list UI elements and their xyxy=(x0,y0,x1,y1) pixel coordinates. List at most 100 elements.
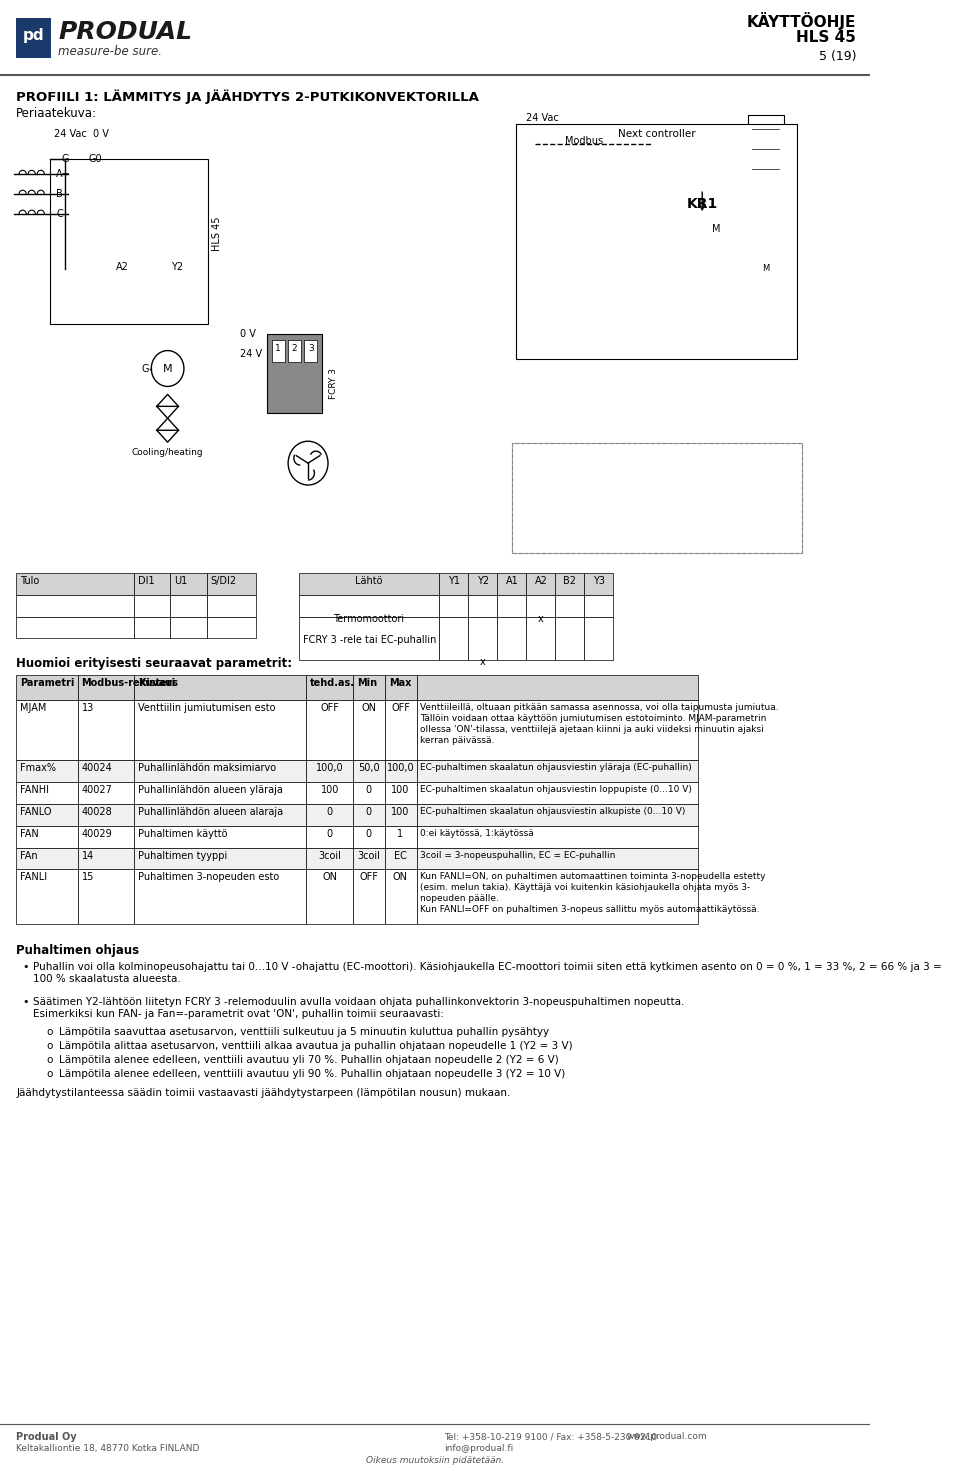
Text: o: o xyxy=(47,1069,53,1079)
Text: pd: pd xyxy=(23,28,44,44)
Text: measure-be sure.: measure-be sure. xyxy=(58,45,162,59)
Text: Produal Oy: Produal Oy xyxy=(16,1432,77,1443)
Text: Y2: Y2 xyxy=(477,576,489,585)
Text: Y1: Y1 xyxy=(448,576,460,585)
Bar xyxy=(16,573,134,595)
Text: Puhallin voi olla kolminopeusohajattu tai 0...10 V -ohajattu (EC-moottori). Käsi: Puhallin voi olla kolminopeusohajattu ta… xyxy=(33,962,942,984)
Text: 100: 100 xyxy=(321,784,339,795)
Text: Puhaltimen käyttö: Puhaltimen käyttö xyxy=(137,828,228,839)
Bar xyxy=(306,759,353,781)
Bar xyxy=(353,781,385,803)
Text: A2: A2 xyxy=(116,262,129,271)
Text: 1: 1 xyxy=(276,343,281,353)
Bar xyxy=(585,617,613,660)
Text: info@produal.fi: info@produal.fi xyxy=(444,1444,514,1453)
Text: 40028: 40028 xyxy=(82,806,112,817)
Bar xyxy=(385,825,417,847)
Text: ollessa 'ON'-tilassa, venttiilejä ajetaan kiinni ja auki viideksi minuutin ajaks: ollessa 'ON'-tilassa, venttiilejä ajetaa… xyxy=(420,726,764,734)
Text: Venttiileillä, oltuaan pitkään samassa asennossa, voi olla taipumusta jumiutua.: Venttiileillä, oltuaan pitkään samassa a… xyxy=(420,704,780,712)
Bar xyxy=(417,869,698,924)
Bar xyxy=(170,573,206,595)
Text: Tel: +358-10-219 9100 / Fax: +358-5-230 9210: Tel: +358-10-219 9100 / Fax: +358-5-230 … xyxy=(444,1432,657,1441)
Text: 0: 0 xyxy=(326,806,333,817)
Bar xyxy=(78,759,134,781)
Bar xyxy=(385,701,417,759)
Text: o: o xyxy=(47,1054,53,1064)
Bar xyxy=(385,847,417,869)
Text: Puhallinlähdön alueen yläraja: Puhallinlähdön alueen yläraja xyxy=(137,784,282,795)
Bar xyxy=(468,573,497,595)
Bar xyxy=(585,573,613,595)
Text: 5 (19): 5 (19) xyxy=(819,50,856,63)
Bar xyxy=(440,595,468,617)
Bar xyxy=(353,759,385,781)
Bar xyxy=(385,781,417,803)
Text: G: G xyxy=(141,364,149,374)
Bar xyxy=(417,701,698,759)
Text: o: o xyxy=(47,1041,53,1051)
Text: 3coil = 3-nopeuspuhallin, EC = EC-puhallin: 3coil = 3-nopeuspuhallin, EC = EC-puhall… xyxy=(420,850,615,859)
Text: Puhaltimen ohjaus: Puhaltimen ohjaus xyxy=(16,944,139,957)
Bar xyxy=(497,617,526,660)
Text: Huomioi erityisesti seuraavat parametrit:: Huomioi erityisesti seuraavat parametrit… xyxy=(16,657,293,670)
Text: 0: 0 xyxy=(366,828,372,839)
Text: Y2: Y2 xyxy=(171,262,182,271)
Bar xyxy=(16,18,51,57)
Text: 3coil: 3coil xyxy=(357,850,380,861)
Text: Termomoottori: Termomoottori xyxy=(333,613,404,623)
Bar xyxy=(353,676,385,701)
Bar xyxy=(170,595,206,617)
Text: A1: A1 xyxy=(506,576,518,585)
Text: OFF: OFF xyxy=(321,704,339,712)
Text: Modbus: Modbus xyxy=(565,136,604,147)
Bar xyxy=(353,869,385,924)
Bar xyxy=(306,869,353,924)
Text: PRODUAL: PRODUAL xyxy=(58,21,192,44)
Bar xyxy=(512,443,802,553)
Bar xyxy=(16,759,78,781)
Bar xyxy=(134,595,170,617)
Text: Kun FANLI=ON, on puhaltimen automaattinen toiminta 3-nopeudella estetty: Kun FANLI=ON, on puhaltimen automaattine… xyxy=(420,872,766,881)
Text: 0:ei käytössä, 1:käytössä: 0:ei käytössä, 1:käytössä xyxy=(420,828,534,837)
Text: G: G xyxy=(61,154,69,164)
Bar xyxy=(440,617,468,660)
Text: PROFIILI 1: LÄMMITYS JA JÄÄHDYTYS 2-PUTKIKONVEKTORILLA: PROFIILI 1: LÄMMITYS JA JÄÄHDYTYS 2-PUTK… xyxy=(16,89,479,104)
Bar xyxy=(417,759,698,781)
Bar xyxy=(657,189,748,254)
Text: EC-puhaltimen skaalatun ohjausviestin alkupiste (0...10 V): EC-puhaltimen skaalatun ohjausviestin al… xyxy=(420,806,685,815)
Text: Oikeus muutoksiin pidätetään.: Oikeus muutoksiin pidätetään. xyxy=(366,1456,504,1465)
Text: 0: 0 xyxy=(366,784,372,795)
Text: OFF: OFF xyxy=(391,704,410,712)
Bar xyxy=(306,676,353,701)
Text: 40027: 40027 xyxy=(82,784,112,795)
Text: A2: A2 xyxy=(535,576,547,585)
Bar xyxy=(497,595,526,617)
Text: Jäähdytystilanteessa säädin toimii vastaavasti jäähdytystarpeen (lämpötilan nous: Jäähdytystilanteessa säädin toimii vasta… xyxy=(16,1088,511,1098)
Bar xyxy=(78,781,134,803)
Text: 0 V: 0 V xyxy=(240,328,256,339)
Text: C: C xyxy=(57,210,63,218)
Text: Min: Min xyxy=(357,679,377,688)
Text: EC-puhaltimen skaalatun ohjausviestin loppupiste (0...10 V): EC-puhaltimen skaalatun ohjausviestin lo… xyxy=(420,784,692,793)
Text: ON: ON xyxy=(393,872,408,883)
Text: 3: 3 xyxy=(308,343,314,353)
Bar xyxy=(353,701,385,759)
Bar xyxy=(385,869,417,924)
Bar xyxy=(16,617,134,638)
Bar xyxy=(134,825,306,847)
Text: www.produal.com: www.produal.com xyxy=(626,1432,707,1441)
Text: A+: A+ xyxy=(57,169,71,179)
Bar xyxy=(299,617,440,660)
Text: 40024: 40024 xyxy=(82,762,112,773)
Bar xyxy=(134,701,306,759)
Bar xyxy=(134,573,170,595)
Text: Modbus-rekisteri: Modbus-rekisteri xyxy=(82,679,176,688)
Text: Lämpötila saavuttaa asetusarvon, venttiili sulkeutuu ja 5 minuutin kuluttua puha: Lämpötila saavuttaa asetusarvon, venttii… xyxy=(59,1026,549,1036)
Text: Next controller: Next controller xyxy=(618,129,696,139)
Bar xyxy=(16,847,78,869)
Text: Y3: Y3 xyxy=(593,576,605,585)
Text: o: o xyxy=(47,1026,53,1036)
Bar xyxy=(526,617,556,660)
Bar xyxy=(304,340,317,362)
Text: x: x xyxy=(538,613,543,623)
